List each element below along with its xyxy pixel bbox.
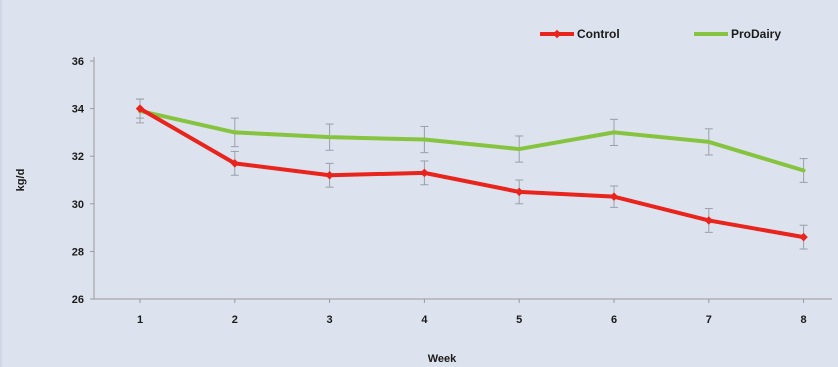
axes [93,57,832,300]
y-tick-label: 36 [72,56,84,68]
series-layer [135,98,808,250]
y-tick-label: 30 [72,199,84,211]
data-point [325,170,334,180]
data-point [514,187,524,197]
series-line [138,106,806,240]
y-tick-label: 34 [72,104,85,116]
x-tick-label: 4 [421,314,428,326]
x-tick-label: 6 [611,314,617,326]
data-point [799,232,808,242]
legend-label: Control [577,27,620,41]
y-tick-label: 26 [72,294,84,306]
x-axis-title: Week [428,353,457,365]
y-axis-title: kg/d [15,169,27,192]
y-tick-label: 28 [72,246,84,258]
x-tick-label: 3 [327,314,333,326]
legend-label: ProDairy [731,27,781,41]
y-axis-ticks: 26 28 30 32 34 36 [72,56,94,306]
data-point [230,159,240,168]
x-tick-label: 8 [801,314,807,326]
legend: Control ProDairy [540,27,781,41]
x-axis-ticks: 1 2 3 4 5 6 7 8 [137,299,807,326]
series-control [135,98,808,250]
x-tick-label: 7 [706,314,712,326]
data-point [420,168,429,178]
x-tick-label: 1 [137,314,143,326]
legend-item-prodairy: ProDairy [694,27,781,41]
legend-item-control: Control [540,27,620,41]
data-point [609,192,619,201]
series-line [138,108,806,173]
data-point [704,216,714,225]
data-point [135,104,145,113]
legend-marker [552,29,562,39]
x-tick-label: 2 [232,314,238,326]
y-tick-label: 32 [72,151,84,163]
x-tick-label: 5 [516,314,522,326]
series-prodairy [136,98,808,183]
